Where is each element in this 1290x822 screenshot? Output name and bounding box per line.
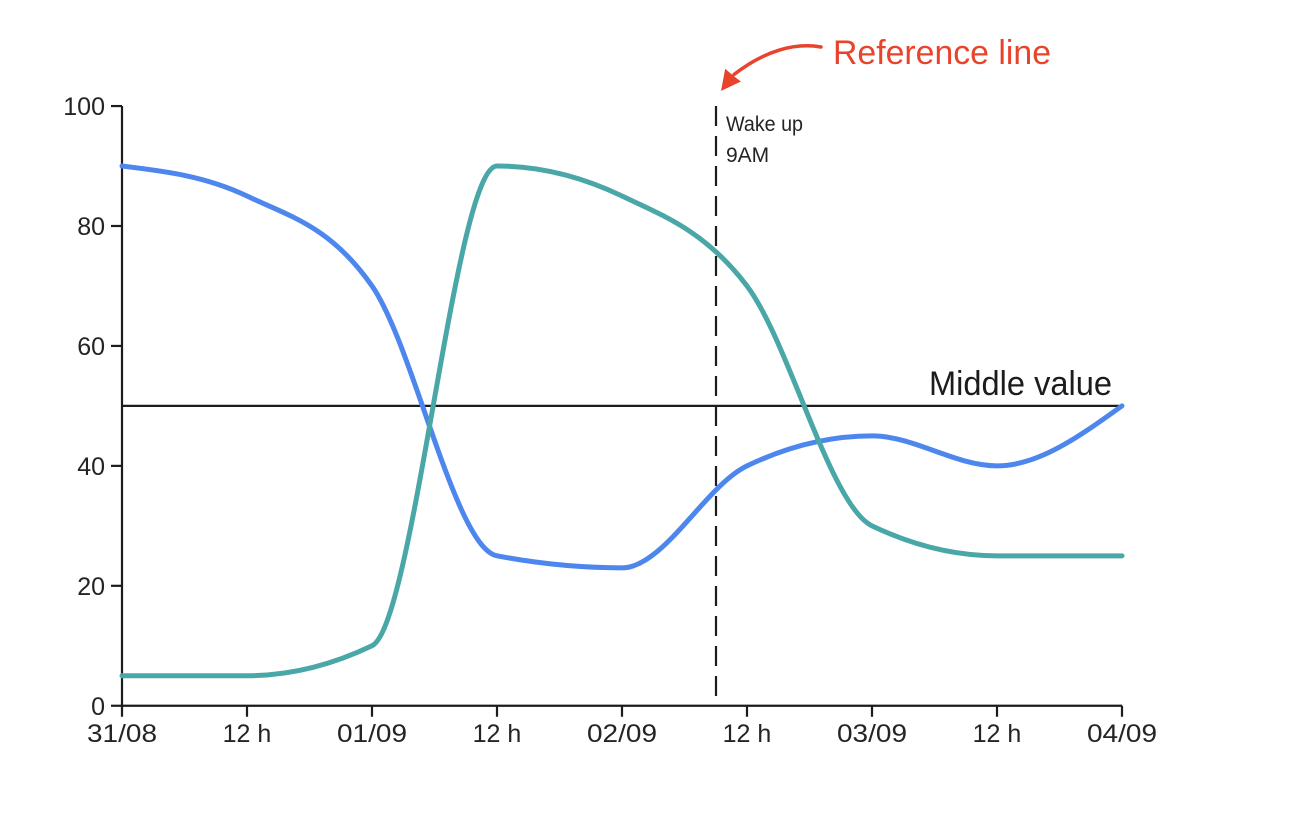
svg-text:04/09: 04/09	[1087, 720, 1157, 748]
svg-text:12 h: 12 h	[473, 720, 522, 748]
svg-text:9AM: 9AM	[726, 144, 769, 167]
svg-text:12 h: 12 h	[973, 720, 1022, 748]
svg-text:60: 60	[77, 333, 105, 361]
svg-text:20: 20	[77, 573, 105, 601]
svg-text:12 h: 12 h	[723, 720, 772, 748]
svg-text:31/08: 31/08	[87, 720, 157, 748]
svg-text:12 h: 12 h	[223, 720, 272, 748]
svg-text:80: 80	[77, 213, 105, 241]
svg-text:02/09: 02/09	[587, 720, 657, 748]
svg-text:Reference line: Reference line	[833, 34, 1051, 72]
svg-text:100: 100	[63, 93, 105, 121]
svg-text:03/09: 03/09	[837, 720, 907, 748]
svg-text:Middle value: Middle value	[929, 365, 1112, 403]
svg-text:Wake up: Wake up	[726, 113, 803, 136]
svg-text:40: 40	[77, 453, 105, 481]
svg-text:01/09: 01/09	[337, 720, 407, 748]
svg-text:0: 0	[91, 693, 105, 721]
